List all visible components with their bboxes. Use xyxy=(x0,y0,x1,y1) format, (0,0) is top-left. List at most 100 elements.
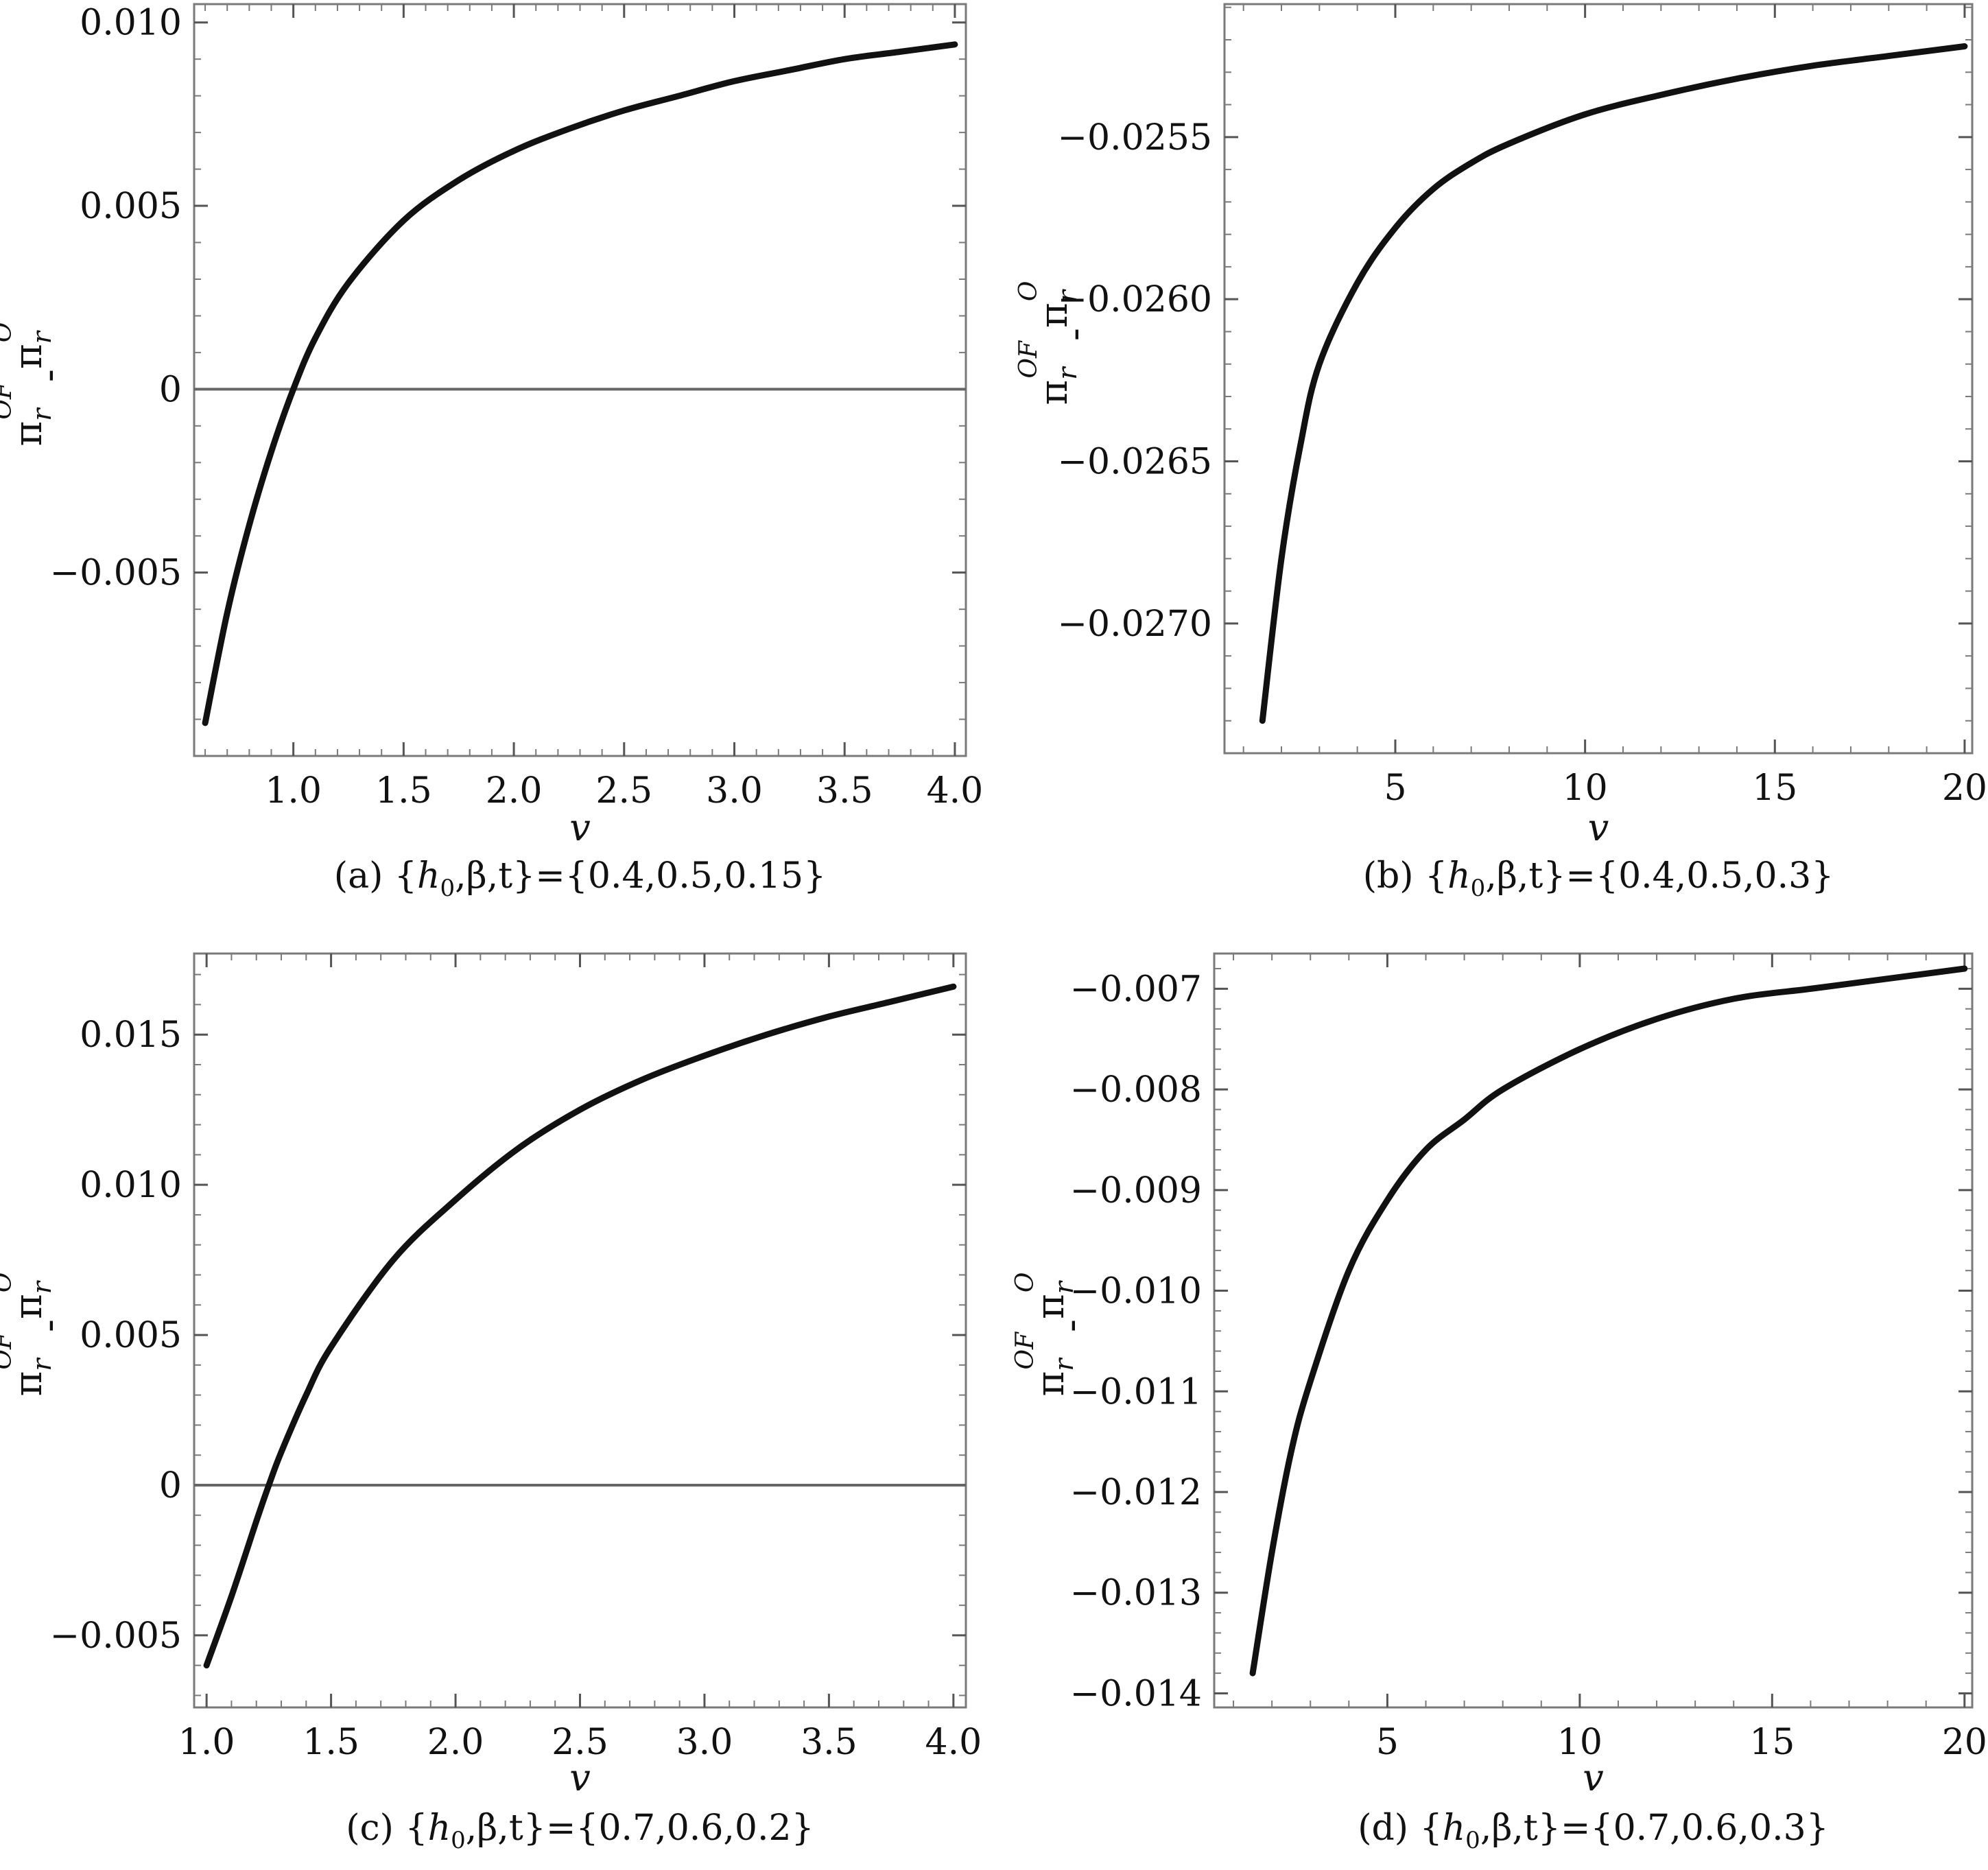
series-line xyxy=(1249,965,1968,1677)
y-label-base2: π xyxy=(6,1294,51,1319)
x-axis-label: v xyxy=(569,806,591,849)
y-tick-label: −0.009 xyxy=(1070,1170,1202,1211)
y-label-base2: π xyxy=(6,344,51,369)
y-axis-label: πrOF-πrO xyxy=(1011,1273,1093,1397)
y-label-sup2: O xyxy=(1015,281,1043,302)
y-label-sup2: O xyxy=(0,1273,17,1293)
y-label-sup1: OF xyxy=(1015,340,1043,379)
y-label-sub1: r xyxy=(27,1357,57,1371)
y-tick-label: 0 xyxy=(159,369,182,410)
caption-h-subscript: 0 xyxy=(451,1827,466,1854)
y-tick-label: −0.0270 xyxy=(1057,604,1212,645)
y-tick-label: 0.005 xyxy=(80,1315,182,1356)
series-line xyxy=(202,41,958,726)
y-label-sup2: O xyxy=(1011,1273,1039,1293)
y-label-sub2: r xyxy=(27,1279,57,1294)
x-tick-label: 20 xyxy=(1942,768,1987,809)
y-label-sup2: O xyxy=(0,322,17,343)
x-tick-label: 3.5 xyxy=(816,770,873,812)
caption-prefix: (b) { xyxy=(1363,855,1447,897)
x-tick-label: 20 xyxy=(1942,1722,1987,1763)
plot-frame xyxy=(193,952,967,1709)
x-axis-label: v xyxy=(1588,806,1609,849)
panels-group: 1.0 1.5 2.0 2.5 3.0 3.5 4.0 −0.005 0 0.005 0.010 v π… xyxy=(0,3,1987,1854)
svg-text:πrOF-πrO: πrOF-πrO xyxy=(1011,1273,1093,1397)
x-tick-label: 10 xyxy=(1563,768,1608,809)
x-axis-label: v xyxy=(1583,1756,1604,1799)
y-tick-label: −0.0255 xyxy=(1057,117,1212,158)
y-label-sup1: OF xyxy=(1011,1331,1039,1370)
y-label-sup1: OF xyxy=(0,381,17,420)
caption-rest: ,β,t}={0.4,0.5,0.3} xyxy=(1485,855,1834,897)
caption-prefix: (a) { xyxy=(334,855,417,897)
caption-prefix: (c) { xyxy=(346,1808,427,1849)
x-tick-label: 5 xyxy=(1384,768,1406,809)
x-tick-label: 10 xyxy=(1557,1722,1602,1763)
y-label-base1: π xyxy=(6,421,51,447)
y-tick-label: 0.015 xyxy=(80,1015,182,1056)
caption-rest: ,β,t}={0.7,0.6,0.3} xyxy=(1480,1808,1829,1849)
y-axis-label: πrOF-πrO xyxy=(1015,281,1097,405)
chart-panel-a: 1.0 1.5 2.0 2.5 3.0 3.5 4.0 −0.005 0 0.005 0.010 v π… xyxy=(0,3,983,902)
panel-caption: (d) {h0,β,t}={0.7,0.6,0.3} xyxy=(1358,1808,1829,1854)
y-tick-label: 0.010 xyxy=(80,3,182,44)
y-label-sup1: OF xyxy=(0,1331,17,1370)
plot-frame xyxy=(1223,3,1974,755)
y-tick-label: −0.012 xyxy=(1070,1472,1202,1513)
x-tick-label: 2.0 xyxy=(427,1722,484,1763)
x-tick-label: 1.0 xyxy=(178,1722,235,1763)
y-label-minus: - xyxy=(27,1319,71,1332)
y-tick-label: −0.0260 xyxy=(1057,279,1212,320)
x-tick-label: 3.0 xyxy=(676,1722,733,1763)
x-tick-label: 2.5 xyxy=(595,770,652,812)
panel-caption: (a) {h0,β,t}={0.4,0.5,0.15} xyxy=(334,855,826,902)
y-tick-label: 0 xyxy=(159,1465,182,1506)
y-label-minus: - xyxy=(27,369,71,382)
caption-h: h xyxy=(417,855,440,897)
x-tick-label: 4.0 xyxy=(925,1722,982,1763)
x-tick-label: 1.5 xyxy=(375,770,432,812)
x-axis-label: v xyxy=(569,1756,591,1799)
x-tick-label: 3.0 xyxy=(706,770,763,812)
svg-text:πrOF-πrO: πrOF-πrO xyxy=(1015,281,1097,405)
y-tick-label: −0.013 xyxy=(1070,1573,1202,1614)
caption-prefix: (d) { xyxy=(1358,1808,1442,1849)
y-tick-label: −0.011 xyxy=(1070,1371,1202,1412)
y-tick-label: −0.007 xyxy=(1070,969,1202,1010)
y-tick-label: 0.010 xyxy=(80,1165,182,1206)
y-tick-label: −0.008 xyxy=(1070,1069,1202,1111)
y-label-sub1: r xyxy=(1049,1357,1079,1371)
y-label-base2: π xyxy=(1028,1294,1073,1319)
y-label-sub2: r xyxy=(27,329,57,344)
caption-rest: ,β,t}={0.4,0.5,0.15} xyxy=(455,855,826,897)
caption-h: h xyxy=(1447,855,1471,897)
y-label-minus: - xyxy=(1049,1319,1093,1332)
panel-caption: (c) {h0,β,t}={0.7,0.6,0.2} xyxy=(346,1808,814,1854)
svg-text:πrOF-πrO: πrOF-πrO xyxy=(0,322,71,447)
chart-panel-b: 5 10 15 20−0.0270−0.0265−0.0260−0.0255vπrOF… xyxy=(1015,3,1987,902)
chart-panel-c: 1.0 1.5 2.0 2.5 3.0 3.5 4.0 −0.005 0 0.005 0.010 0.… xyxy=(0,952,982,1854)
x-tick-label: 2.5 xyxy=(552,1722,608,1763)
caption-h: h xyxy=(1443,1808,1466,1849)
svg-text:πrOF-πrO: πrOF-πrO xyxy=(0,1273,71,1397)
x-tick-label: 4.0 xyxy=(927,770,984,812)
caption-rest: ,β,t}={0.7,0.6,0.2} xyxy=(466,1808,814,1849)
series-line xyxy=(1259,43,1968,724)
caption-h-subscript: 0 xyxy=(440,875,455,902)
y-label-base1: π xyxy=(1028,1371,1073,1397)
y-label-base2: π xyxy=(1032,303,1076,328)
y-label-minus: - xyxy=(1052,328,1097,341)
y-label-sub2: r xyxy=(1052,288,1082,303)
series-line xyxy=(203,983,957,1669)
plot-frame xyxy=(193,3,967,757)
y-label-sub1: r xyxy=(27,407,57,421)
y-tick-label: −0.010 xyxy=(1070,1271,1202,1312)
x-tick-label: 15 xyxy=(1749,1722,1795,1763)
y-label-base1: π xyxy=(1032,380,1076,405)
x-tick-label: 1.0 xyxy=(265,770,322,812)
caption-h: h xyxy=(428,1808,451,1849)
y-tick-label: −0.005 xyxy=(50,1615,182,1657)
x-tick-label: 2.0 xyxy=(486,770,543,812)
y-axis-label: πrOF-πrO xyxy=(0,322,71,447)
